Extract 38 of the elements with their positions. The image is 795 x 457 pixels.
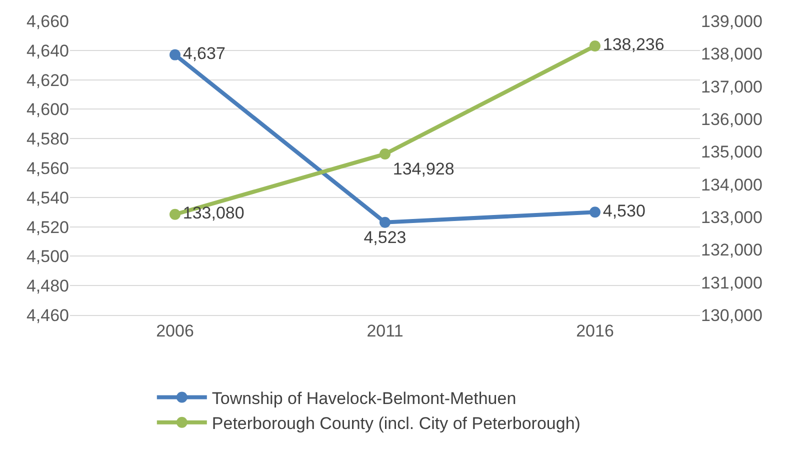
y-tick-label: 4,560 [26, 158, 69, 178]
data-label: 4,530 [602, 201, 646, 220]
y2-tick-label: 139,000 [701, 12, 762, 31]
y-tick-label: 4,600 [26, 100, 69, 120]
y2-tick-label: 135,000 [701, 142, 762, 162]
y2-tick-label: 134,000 [701, 175, 762, 194]
y2-tick-label: 137,000 [701, 77, 762, 96]
point [380, 216, 390, 228]
y-tick-label: 4,640 [26, 41, 69, 60]
x-tick-label: 2006 [156, 321, 194, 340]
point [380, 148, 390, 160]
y-tick-label: 4,620 [26, 70, 69, 90]
y2-tick-label: 130,000 [701, 306, 762, 325]
point [170, 49, 180, 60]
data-label: 4,637 [182, 44, 226, 64]
y-tick-label: 4,500 [26, 247, 69, 266]
y-tick-label: 4,540 [26, 188, 69, 208]
y2-tick-label: 131,000 [701, 273, 762, 292]
data-label: 134,928 [392, 160, 454, 179]
point [590, 40, 600, 52]
y2-tick-label: 138,000 [701, 44, 762, 64]
legend-label: Peterborough County (incl. City of Peterborough) [212, 414, 580, 433]
y-tick-label: 4,580 [26, 130, 69, 149]
y-tick-label: 4,660 [26, 12, 69, 31]
y-tick-label: 4,460 [26, 306, 69, 325]
y-tick-label: 4,480 [26, 276, 69, 296]
y2-tick-label: 136,000 [701, 110, 762, 129]
y-tick-label: 4,520 [26, 218, 69, 237]
x-tick-label: 2011 [366, 321, 404, 340]
y2-tick-label: 133,000 [701, 208, 762, 227]
x-tick-label: 2016 [576, 321, 614, 340]
data-label: 138,236 [602, 35, 664, 54]
y2-tick-label: 132,000 [701, 240, 762, 260]
data-label: 4,523 [364, 228, 406, 248]
legend-label: Township of Havelock-Belmont-Methuen [212, 388, 516, 408]
point [170, 208, 180, 220]
point [590, 206, 600, 218]
data-label: 133,080 [182, 204, 244, 223]
